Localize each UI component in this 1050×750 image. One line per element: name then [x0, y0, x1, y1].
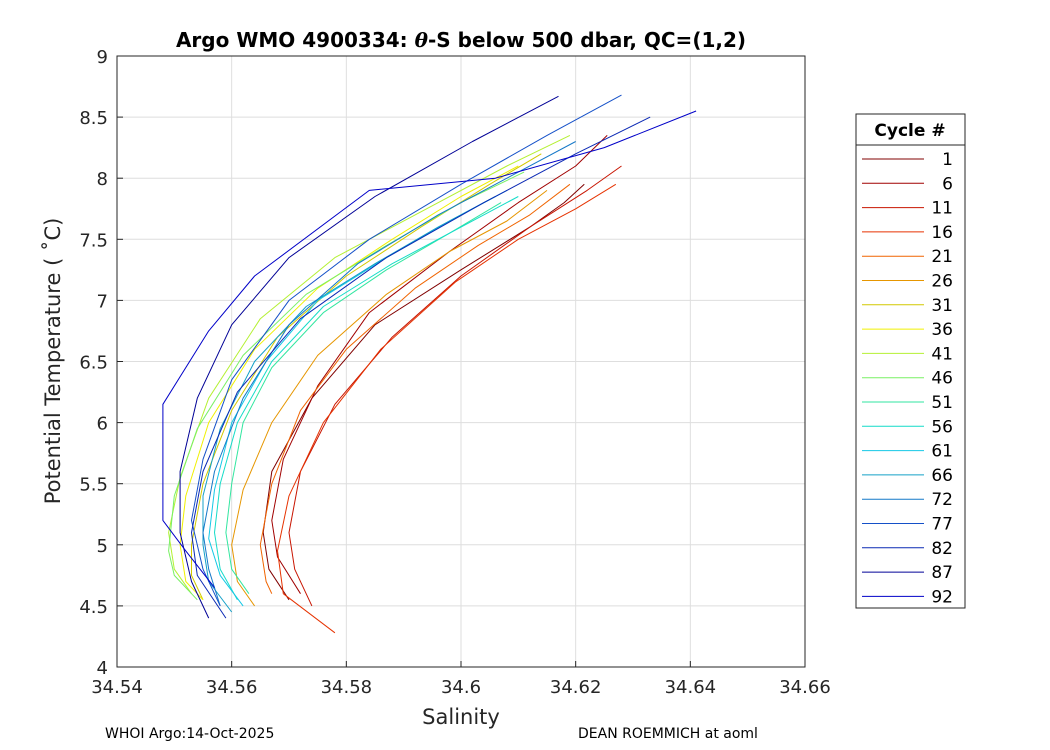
- footer-left: WHOI Argo:14-Oct-2025: [105, 726, 275, 742]
- axis-ticks: 34.54 34.56 34.58 34.6 34.62 34.64 34.66 4 4.5 5 5…: [79, 47, 830, 698]
- x-tick-label: 34.6: [441, 677, 481, 698]
- footer-right: DEAN ROEMMICH at aoml: [578, 726, 758, 742]
- legend-label-cycle-11: 11: [931, 199, 953, 219]
- legend-label-cycle-92: 92: [931, 587, 953, 607]
- series-line-cycle-92: [162, 110, 697, 588]
- y-tick-label: 4: [97, 658, 108, 679]
- y-tick-label: 7: [97, 291, 108, 312]
- legend-box: [855, 113, 966, 609]
- series-line-cycle-26: [231, 190, 548, 607]
- y-tick-label: 9: [97, 47, 108, 68]
- y-tick-label: 6: [97, 414, 108, 435]
- y-tick-label: 8.5: [79, 108, 108, 129]
- legend-label-cycle-82: 82: [931, 539, 953, 559]
- legend-title: Cycle #: [874, 121, 945, 141]
- x-tick-label: 34.56: [206, 677, 258, 698]
- legend-label-cycle-72: 72: [931, 490, 953, 510]
- legend-label-cycle-36: 36: [931, 320, 953, 340]
- x-tick-label: 34.64: [665, 677, 717, 698]
- x-tick-label: 34.58: [321, 677, 373, 698]
- series-line-cycle-16: [277, 183, 617, 634]
- legend-label-cycle-56: 56: [931, 417, 953, 437]
- legend-label-cycle-6: 6: [942, 174, 953, 194]
- y-tick-label: 8: [97, 169, 108, 190]
- legend-label-cycle-21: 21: [931, 247, 953, 267]
- series-line-cycle-82: [191, 116, 651, 619]
- legend-label-cycle-26: 26: [931, 272, 953, 292]
- chart-title: Argo WMO 4900334: θ-S below 500 dbar, QC…: [176, 28, 746, 52]
- y-tick-label: 6.5: [79, 353, 108, 374]
- legend-label-cycle-46: 46: [931, 369, 953, 389]
- legend-label-cycle-41: 41: [931, 344, 953, 364]
- y-tick-label: 5: [97, 536, 108, 557]
- series-line-cycle-51: [225, 202, 502, 594]
- series-line-cycle-6: [271, 135, 608, 594]
- series-line-cycle-77: [191, 94, 622, 607]
- x-tick-label: 34.62: [550, 677, 602, 698]
- legend-label-cycle-16: 16: [931, 223, 953, 243]
- legend-label-cycle-61: 61: [931, 442, 953, 462]
- series-line-cycle-87: [179, 95, 559, 619]
- y-axis-label: Potential Temperature ( ˚C): [41, 218, 65, 505]
- legend-label-cycle-87: 87: [931, 563, 953, 583]
- series-line-cycle-21: [259, 183, 571, 594]
- x-axis-label: Salinity: [422, 705, 500, 729]
- chart-title-suffix: -S below 500 dbar, QC=(1,2): [428, 28, 746, 52]
- y-tick-label: 4.5: [79, 597, 108, 618]
- legend-label-cycle-77: 77: [931, 515, 953, 535]
- chart-title-prefix: Argo WMO 4900334:: [176, 28, 415, 52]
- series-line-cycle-41: [168, 134, 571, 594]
- series-lines: [162, 94, 697, 634]
- y-tick-label: 7.5: [79, 230, 108, 251]
- legend-label-cycle-31: 31: [931, 296, 953, 316]
- legend-label-cycle-1: 1: [942, 150, 953, 170]
- legend-label-cycle-51: 51: [931, 393, 953, 413]
- legend-label-cycle-66: 66: [931, 466, 953, 486]
- x-tick-label: 34.54: [91, 677, 143, 698]
- series-line-cycle-36: [179, 165, 519, 601]
- series-line-cycle-1: [262, 183, 585, 601]
- chart-title-theta: θ: [415, 28, 429, 52]
- series-line-cycle-66: [202, 196, 496, 613]
- y-tick-label: 5.5: [79, 475, 108, 496]
- x-tick-label: 34.66: [779, 677, 831, 698]
- series-line-cycle-56: [214, 196, 519, 601]
- series-line-cycle-72: [202, 141, 576, 607]
